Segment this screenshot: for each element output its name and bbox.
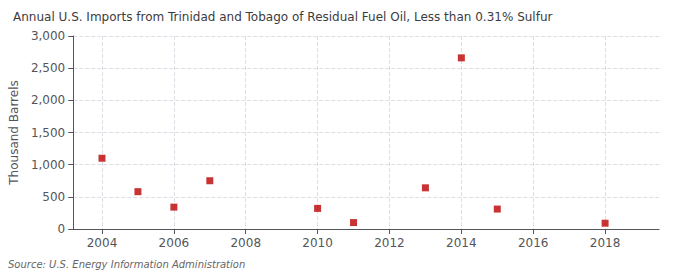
- svg-text:2,000: 2,000: [31, 93, 65, 107]
- svg-text:2006: 2006: [159, 236, 190, 250]
- svg-text:2004: 2004: [87, 236, 118, 250]
- svg-text:500: 500: [42, 190, 65, 204]
- svg-text:2012: 2012: [374, 236, 405, 250]
- svg-text:2018: 2018: [590, 236, 621, 250]
- svg-text:1,500: 1,500: [31, 126, 65, 140]
- svg-text:2014: 2014: [446, 236, 477, 250]
- svg-text:2010: 2010: [302, 236, 333, 250]
- svg-text:Thousand Barrels: Thousand Barrels: [7, 80, 21, 185]
- svg-text:2008: 2008: [230, 236, 261, 250]
- svg-text:0: 0: [58, 222, 66, 236]
- svg-text:Source: U.S. Energy Informatio: Source: U.S. Energy Information Administ…: [8, 259, 245, 270]
- svg-text:1,000: 1,000: [31, 158, 65, 172]
- svg-text:Annual U.S. Imports from Trini: Annual U.S. Imports from Trinidad and To…: [13, 10, 553, 24]
- svg-text:2016: 2016: [518, 236, 549, 250]
- svg-text:2,500: 2,500: [31, 61, 65, 75]
- svg-text:3,000: 3,000: [31, 29, 65, 43]
